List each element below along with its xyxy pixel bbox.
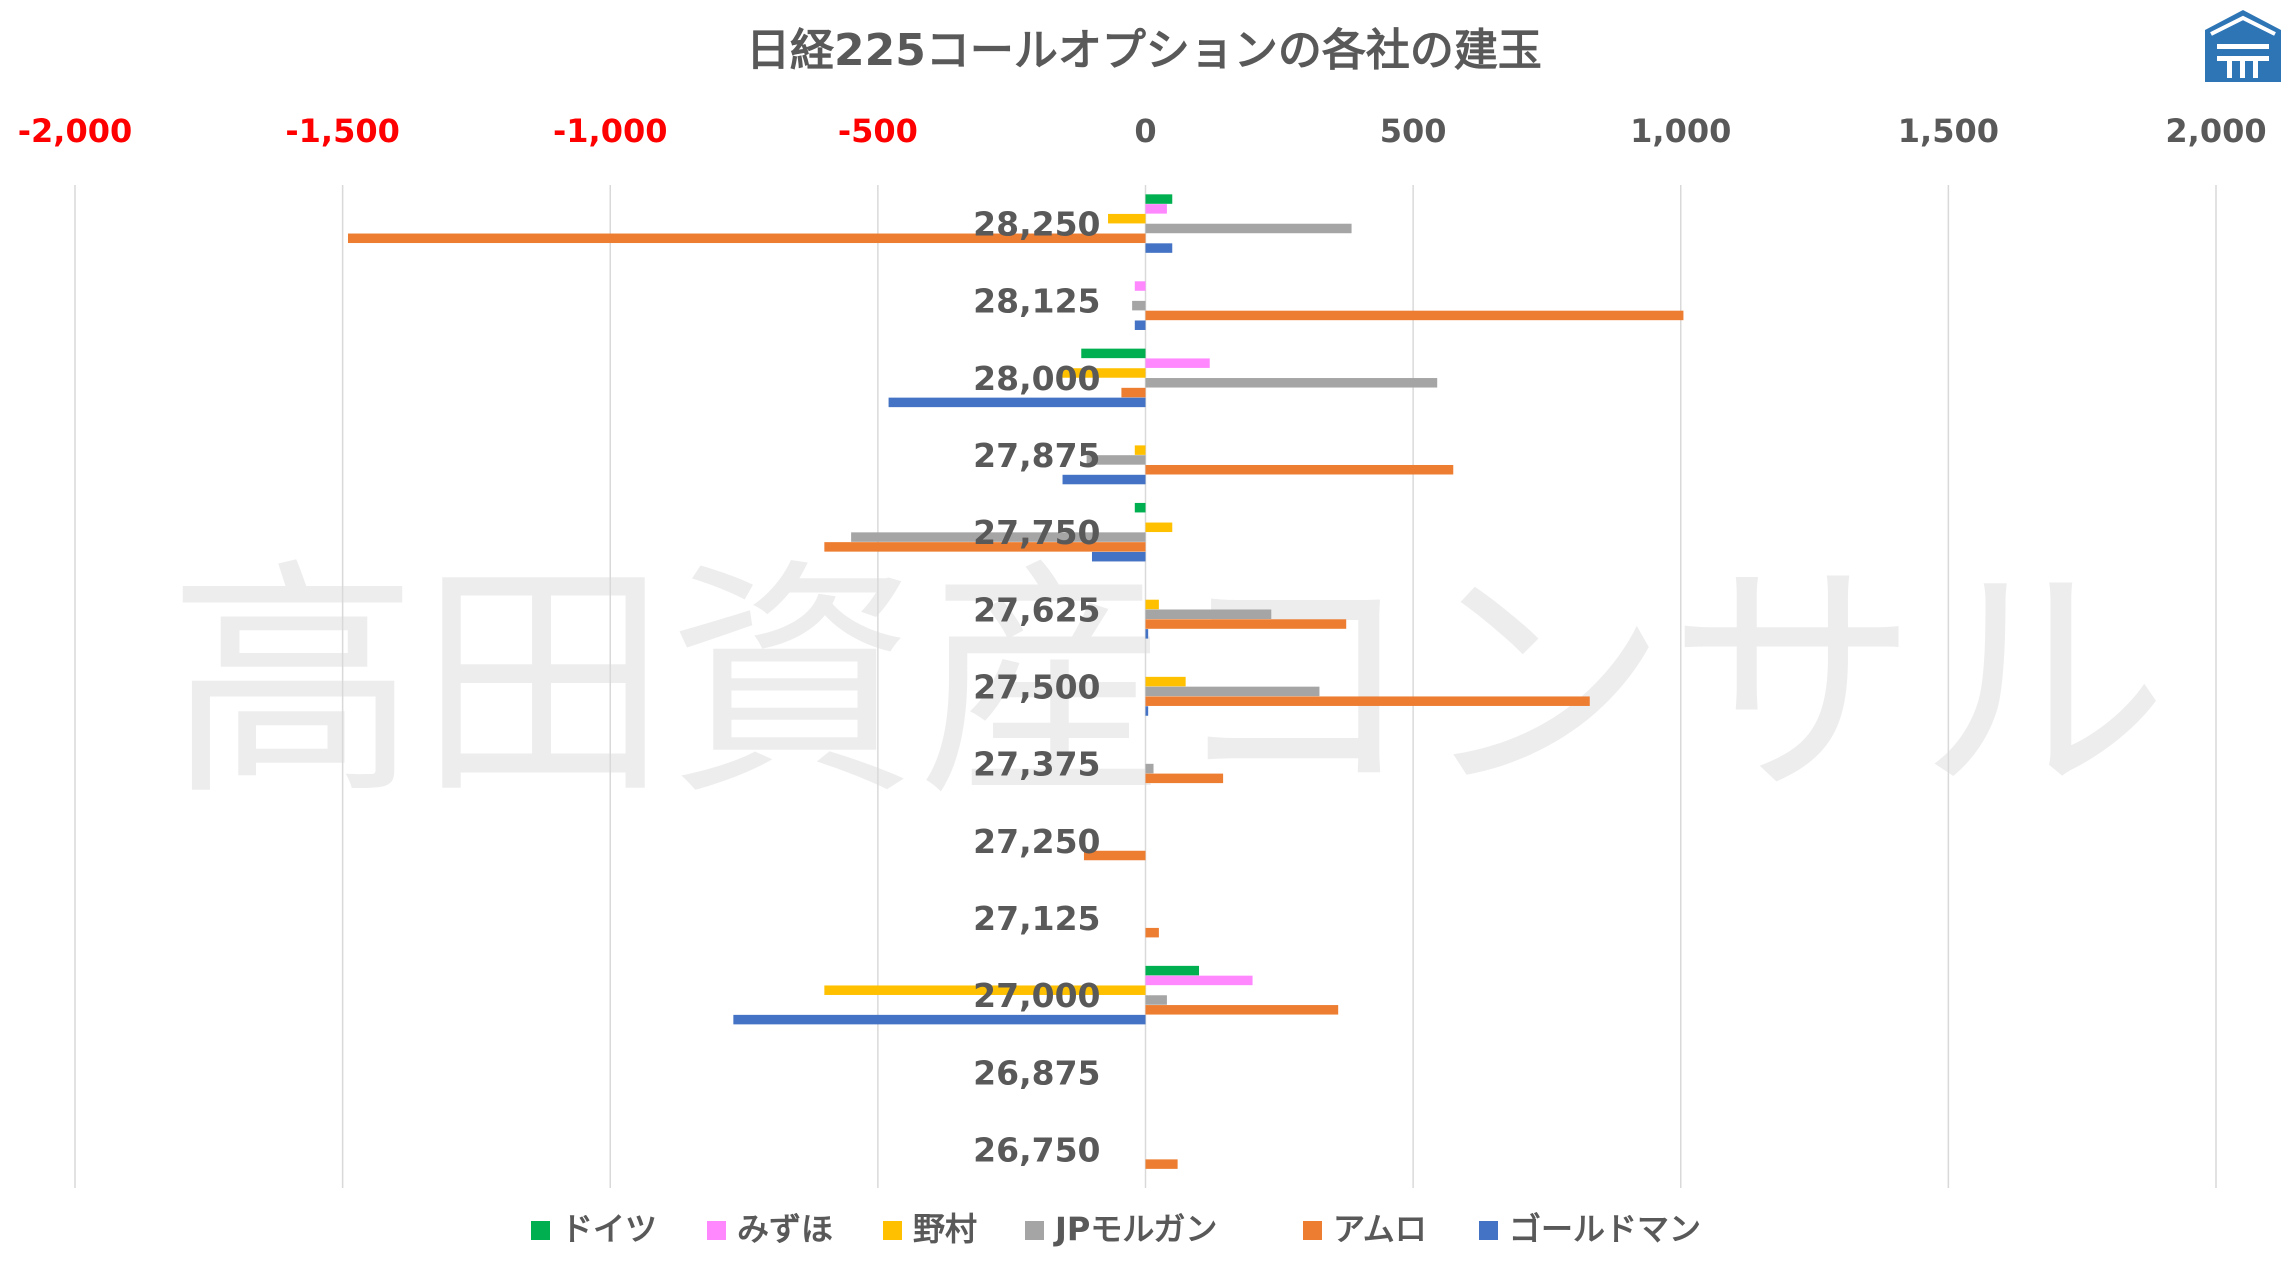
x-tick-label: 0	[1134, 112, 1156, 150]
legend-swatch	[531, 1221, 550, 1240]
bar	[1145, 378, 1438, 388]
bar	[1145, 975, 1253, 986]
x-tick-label: -500	[838, 112, 918, 150]
gridlines	[74, 185, 2217, 1188]
bar	[1145, 464, 1454, 475]
category-label: 26,750	[973, 1130, 1100, 1169]
bar	[1145, 1005, 1339, 1015]
bar	[1086, 455, 1146, 465]
x-tick-label: -1,000	[553, 112, 668, 150]
bar	[1145, 243, 1173, 253]
legend-label: アムロ	[1333, 1210, 1427, 1248]
bar	[1091, 551, 1146, 562]
x-axis-tick-labels: -2,000 -1,500 -1,000 -500 0 500 1,000 1,500 2,00…	[18, 112, 2267, 150]
legend-swatch	[1303, 1221, 1322, 1240]
bars	[347, 194, 1684, 1169]
legend-swatch	[1479, 1221, 1498, 1240]
legend-label: ゴールドマン	[1509, 1210, 1701, 1248]
bar	[1145, 686, 1320, 697]
bar	[1145, 358, 1210, 368]
bar	[1145, 204, 1167, 214]
bar	[347, 233, 1146, 244]
bar	[824, 542, 1146, 552]
bar	[1081, 348, 1146, 359]
category-label: 27,375	[973, 745, 1100, 784]
bar	[1145, 763, 1154, 774]
bar	[1134, 445, 1146, 455]
bar	[824, 985, 1146, 995]
bar	[1145, 1159, 1178, 1169]
x-tick-label: 500	[1380, 112, 1447, 150]
x-tick-label: 1,500	[1898, 112, 1999, 150]
bar	[1083, 850, 1146, 861]
x-tick-label: -1,500	[285, 112, 400, 150]
bar	[1134, 502, 1146, 513]
x-tick-label: -2,000	[18, 112, 133, 150]
category-labels: 28,250 28,125 28,000 27,875 27,750 27,625 27,5…	[973, 205, 1100, 1170]
category-label: 27,625	[973, 590, 1100, 629]
category-label: 27,875	[973, 436, 1100, 475]
bar	[1145, 619, 1347, 629]
bar	[1145, 676, 1186, 687]
bar	[1108, 213, 1146, 224]
category-label: 27,250	[973, 822, 1100, 861]
bar	[1145, 706, 1149, 716]
bar	[1134, 281, 1146, 291]
bar	[888, 397, 1146, 408]
bar	[1121, 387, 1146, 398]
bar	[1145, 223, 1352, 234]
legend-label: ドイツ	[561, 1210, 657, 1248]
bar	[1145, 927, 1159, 938]
chart-title: 日経225コールオプションの各社の建玉	[746, 25, 1542, 76]
legend-swatch	[707, 1221, 726, 1240]
bar	[1145, 773, 1224, 784]
category-label: 28,250	[973, 205, 1100, 244]
category-label: 26,875	[973, 1053, 1100, 1092]
legend-label: JPモルガン	[1053, 1210, 1217, 1248]
bar	[1145, 696, 1590, 706]
bar	[1145, 194, 1173, 204]
legend-swatch	[1025, 1221, 1044, 1240]
legend: ドイツ みずほ 野村 JPモルガン アムロ ゴールドマン	[531, 1210, 1701, 1248]
bar	[1132, 300, 1146, 311]
category-label: 27,500	[973, 668, 1100, 707]
bar	[1145, 995, 1167, 1005]
bar	[1145, 609, 1272, 619]
legend-label: みずほ	[737, 1210, 833, 1248]
bar	[1145, 599, 1159, 610]
bar	[1145, 522, 1173, 533]
legend-label: 野村	[913, 1210, 977, 1248]
legend-swatch	[883, 1221, 902, 1240]
bar	[733, 1014, 1146, 1025]
category-label: 27,000	[973, 976, 1100, 1015]
x-tick-label: 2,000	[2165, 112, 2266, 150]
bar	[1062, 474, 1146, 485]
bar	[1145, 310, 1684, 321]
bar	[1145, 629, 1149, 639]
logo-icon	[2205, 10, 2281, 82]
category-label: 27,750	[973, 513, 1100, 552]
bar	[1145, 965, 1200, 976]
bar	[851, 532, 1146, 542]
category-label: 28,125	[973, 282, 1100, 321]
x-tick-label: 1,000	[1630, 112, 1731, 150]
bar	[1059, 368, 1146, 378]
category-label: 28,000	[973, 359, 1100, 398]
bar	[1134, 320, 1146, 330]
category-label: 27,125	[973, 899, 1100, 938]
